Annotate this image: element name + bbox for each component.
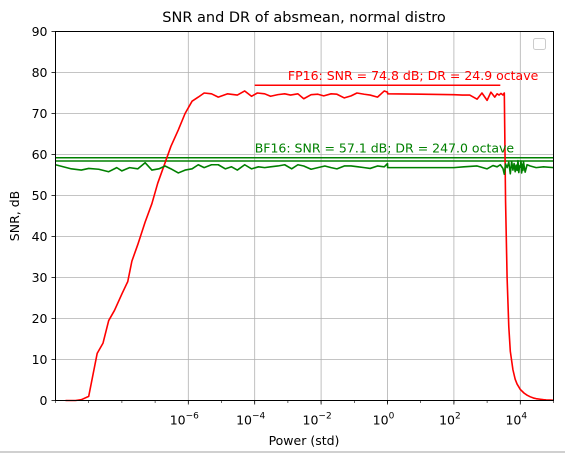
bottom-border [0,451,565,453]
y-tick-label: 30 [32,270,48,285]
x-axis-label: Power (std) [269,433,340,448]
series-lines [55,90,554,402]
x-tick-label: 104 [505,412,527,428]
x-tick-label: 10−4 [236,412,265,428]
annotations: FP16: SNR = 74.8 dB; DR = 24.9 octave BF1… [255,68,539,156]
chart-title: SNR and DR of absmean, normal distro [162,10,446,26]
y-tick-label: 50 [32,188,48,203]
y-axis-label: SNR, dB [7,191,22,241]
x-tick-label: 102 [439,412,461,428]
y-tick-label: 70 [32,106,48,121]
y-tick-label: 20 [32,311,48,326]
y-tick-label: 80 [32,65,48,80]
x-tick-label: 10−6 [170,412,199,428]
grid-lines [55,31,554,401]
legend-box [533,38,546,50]
plot-frame [55,31,554,401]
y-tick-label: 60 [32,147,48,162]
annotation-label: BF16: SNR = 57.1 dB; DR = 247.0 octave [255,140,515,155]
y-tick-label: 10 [32,352,48,367]
x-tick-label: 10−2 [303,412,332,428]
series-line-0 [65,90,554,402]
annotation-label: FP16: SNR = 74.8 dB; DR = 24.9 octave [288,68,539,83]
series-line-1 [55,159,554,175]
y-tick-label: 90 [32,24,48,39]
y-tick-label: 40 [32,229,48,244]
reference-lines [55,84,554,162]
x-tick-label: 100 [373,412,395,428]
axis-ticks: 0 10 20 30 40 50 60 70 80 90 10−6 10−4 10−2 100 102 104 [32,24,554,428]
y-tick-label: 0 [40,393,48,408]
